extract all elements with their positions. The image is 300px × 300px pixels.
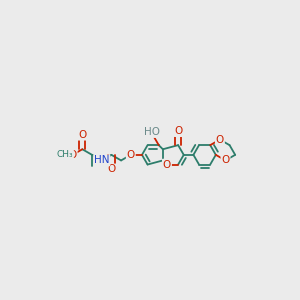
Text: O: O xyxy=(216,135,224,145)
Text: O: O xyxy=(175,126,183,136)
Text: O: O xyxy=(127,150,135,160)
Text: HN: HN xyxy=(94,155,110,165)
Text: O: O xyxy=(163,160,171,170)
Text: O: O xyxy=(107,164,116,174)
Text: O: O xyxy=(68,150,77,160)
Text: CH₃: CH₃ xyxy=(56,150,73,159)
Text: O: O xyxy=(221,155,230,165)
Text: HO: HO xyxy=(144,127,160,137)
Text: O: O xyxy=(78,130,86,140)
